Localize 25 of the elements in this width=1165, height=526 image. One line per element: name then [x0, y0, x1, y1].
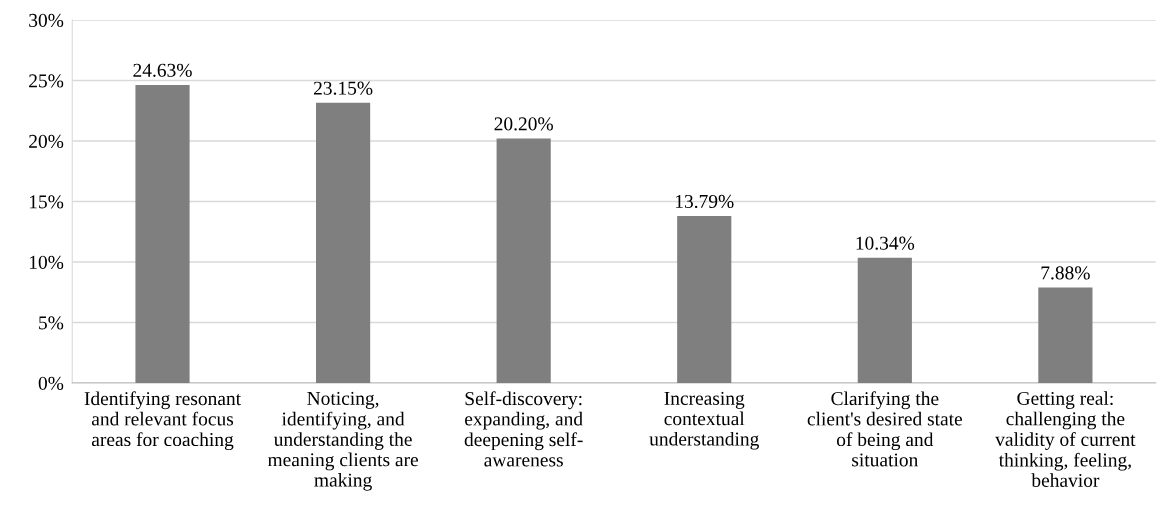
y-tick-label: 5%	[39, 316, 64, 330]
y-tick-label: 10%	[29, 255, 64, 269]
data-label: 24.63%	[133, 63, 192, 77]
data-label: 10.34%	[856, 236, 915, 250]
x-tick-label: Identifying resonant and relevant focus areas for coaching	[84, 391, 241, 451]
bar	[316, 102, 371, 383]
y-tick-label: 30%	[29, 13, 64, 27]
data-label: 13.79%	[675, 194, 734, 209]
bar	[677, 216, 732, 383]
x-tick-label: Increasing contextual understanding	[649, 391, 759, 450]
y-tick-label: 25%	[29, 74, 64, 88]
data-label: 20.20%	[494, 117, 553, 131]
x-tick-label: Self-discovery: expanding, and deepening self- awareness	[464, 391, 583, 467]
y-tick-label: 20%	[29, 134, 64, 148]
x-tick-label: Getting real: challenging the validity of current thinking, feeling, behavior	[995, 391, 1136, 487]
bar	[496, 138, 551, 383]
x-tick-label: Noticing, identifying, and understanding the meaning clients are making	[267, 391, 418, 491]
bar	[135, 84, 190, 383]
bar	[1038, 287, 1093, 383]
y-tick-label: 15%	[29, 195, 64, 209]
data-label: 23.15%	[313, 81, 373, 95]
data-label: 7.88%	[1041, 266, 1090, 280]
bar	[857, 257, 912, 383]
y-tick-label: 0%	[38, 376, 64, 390]
x-tick-label: Clarifying the client's desired state of being and situation	[807, 391, 963, 467]
